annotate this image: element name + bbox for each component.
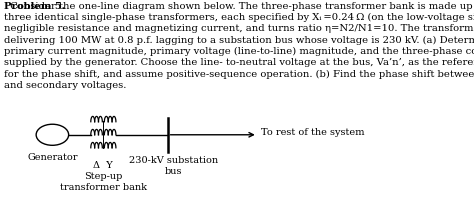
Text: Consider the one-line diagram shown below. The three-phase transformer bank is m: Consider the one-line diagram shown belo…	[4, 2, 474, 90]
Text: To rest of the system: To rest of the system	[261, 128, 364, 137]
Text: Generator: Generator	[27, 153, 78, 162]
Text: Problem 5.: Problem 5.	[4, 2, 65, 11]
Text: 230-kV substation
bus: 230-kV substation bus	[129, 156, 218, 176]
Text: Δ  Y
Step-up
transformer bank: Δ Y Step-up transformer bank	[60, 161, 147, 192]
